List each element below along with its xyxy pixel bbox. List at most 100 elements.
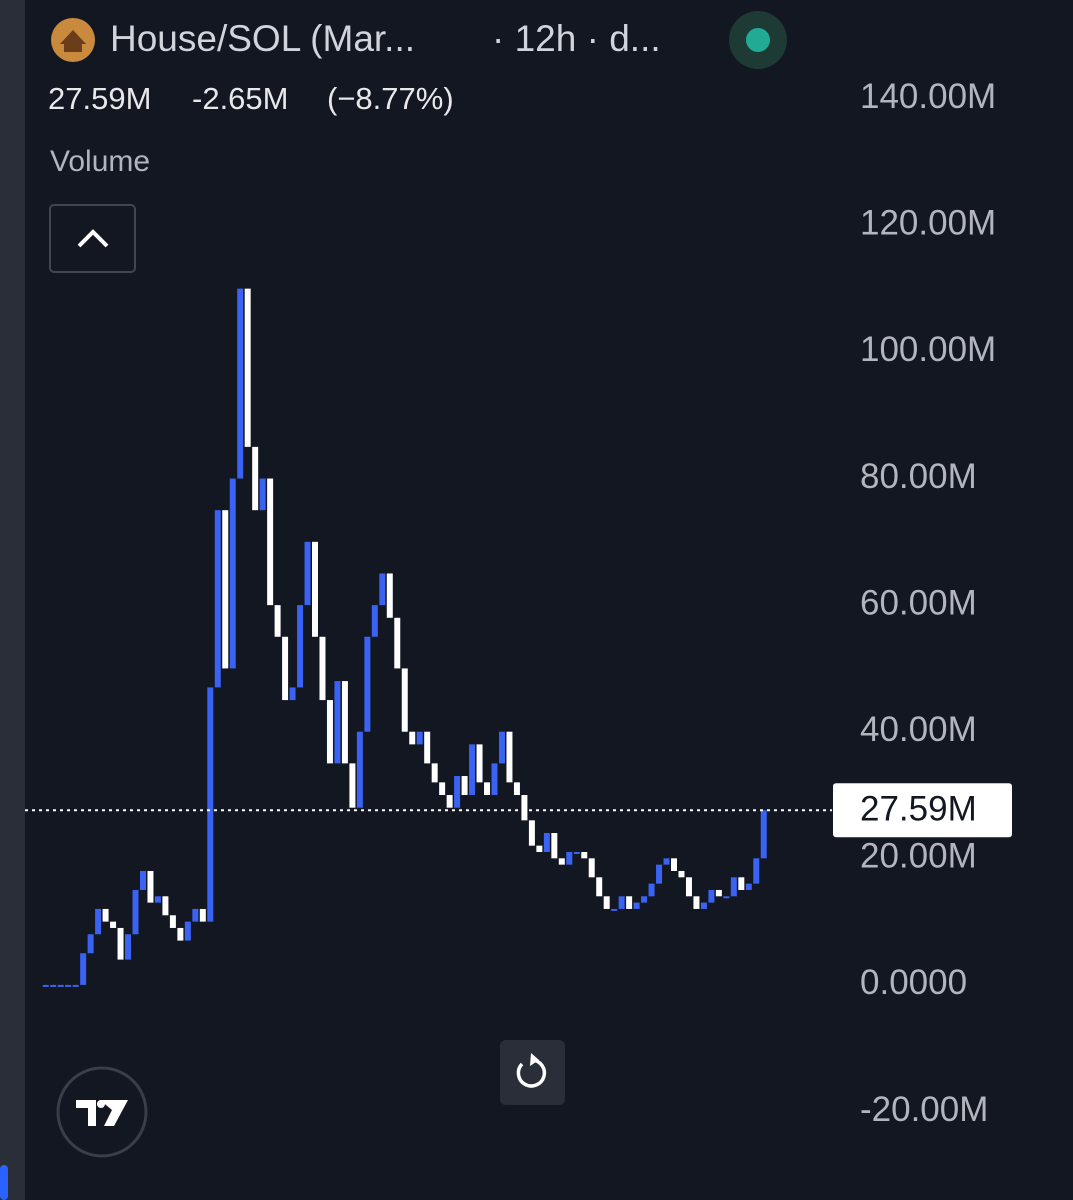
candle xyxy=(469,744,476,796)
y-tick-label: 120.00M xyxy=(860,204,996,243)
y-tick-label: 140.00M xyxy=(860,77,996,116)
candle xyxy=(199,908,206,922)
y-tick-label: 60.00M xyxy=(860,583,977,622)
candle xyxy=(177,927,184,941)
symbol-title[interactable]: House/SOL (Mar... xyxy=(110,18,415,59)
candle xyxy=(424,731,431,764)
candle xyxy=(671,858,677,871)
candle xyxy=(521,795,528,821)
candle xyxy=(87,934,94,954)
candle xyxy=(252,446,259,511)
candle xyxy=(700,902,707,909)
candle xyxy=(110,921,117,928)
candle xyxy=(237,288,244,479)
change-value: -2.65M xyxy=(192,81,288,116)
last-price-box xyxy=(833,783,1012,838)
candle xyxy=(274,605,281,637)
side-strip xyxy=(0,0,25,1200)
candle xyxy=(326,700,333,764)
candle xyxy=(244,288,251,447)
candle xyxy=(50,984,57,987)
reset-button[interactable] xyxy=(500,1040,565,1105)
candle xyxy=(341,681,348,764)
tradingview-logo[interactable] xyxy=(56,1066,148,1158)
candle xyxy=(409,731,416,745)
candle xyxy=(304,541,311,606)
candle xyxy=(633,902,640,909)
y-tick-label: 40.00M xyxy=(860,710,977,749)
indicator-label: Volume xyxy=(50,145,150,178)
candle xyxy=(760,810,767,859)
candle xyxy=(65,984,72,987)
candle xyxy=(454,776,461,808)
candle xyxy=(611,908,618,911)
candle xyxy=(192,908,199,922)
candle xyxy=(581,851,588,859)
reset-arrow xyxy=(530,1053,539,1066)
candle xyxy=(536,845,543,852)
candle xyxy=(648,883,655,897)
candle xyxy=(154,896,161,903)
tradingview-mark xyxy=(76,1100,128,1126)
plot: 140.00M 120.00M 100.00M 80.00M 60.00M 40.00M 2… xyxy=(25,77,1012,1129)
token-icon-house xyxy=(60,30,86,52)
candle xyxy=(416,731,423,745)
candle xyxy=(558,858,565,865)
candle xyxy=(394,617,401,669)
interval[interactable]: · 12h · d... xyxy=(492,18,661,59)
y-tick-label: 20.00M xyxy=(860,837,977,876)
candle xyxy=(551,833,558,859)
candle xyxy=(685,877,692,897)
candle xyxy=(42,984,49,987)
candle xyxy=(207,687,214,922)
collapse-button[interactable] xyxy=(49,204,136,273)
candle xyxy=(573,851,580,854)
last-price-label: 27.59M xyxy=(860,790,977,829)
candle xyxy=(297,605,304,688)
y-tick-label: 0.0000 xyxy=(860,963,967,1002)
candle xyxy=(730,877,737,897)
candle xyxy=(461,776,468,796)
candle xyxy=(371,605,378,637)
candle xyxy=(528,820,535,846)
candle xyxy=(678,870,685,878)
candle xyxy=(566,851,573,865)
candle xyxy=(603,896,610,909)
candle xyxy=(356,731,363,808)
candle xyxy=(169,915,176,928)
candle xyxy=(386,573,393,618)
candle xyxy=(431,763,438,783)
candle xyxy=(693,896,700,909)
candle xyxy=(498,731,505,764)
side-handle[interactable] xyxy=(0,1165,8,1200)
candle xyxy=(588,858,595,878)
candle xyxy=(745,883,752,890)
candle xyxy=(80,953,87,985)
candle xyxy=(484,782,491,796)
y-tick-label: 80.00M xyxy=(860,457,977,496)
candle xyxy=(626,896,633,909)
candle xyxy=(506,731,513,783)
candle xyxy=(379,573,386,606)
candle xyxy=(289,687,296,701)
y-tick-label: 100.00M xyxy=(860,330,996,369)
candle xyxy=(312,541,318,637)
candle xyxy=(162,896,169,916)
candle xyxy=(222,510,229,669)
candle xyxy=(267,478,274,606)
candle xyxy=(618,896,625,909)
candle xyxy=(132,889,139,935)
last-value: 27.59M xyxy=(48,81,151,116)
caret-up xyxy=(77,229,109,248)
candle xyxy=(723,896,730,899)
candle xyxy=(349,763,356,808)
candle xyxy=(715,889,722,897)
candle xyxy=(334,681,341,764)
status-dot xyxy=(746,28,770,52)
candle xyxy=(738,877,745,890)
candle xyxy=(147,870,154,903)
candle xyxy=(439,782,446,796)
